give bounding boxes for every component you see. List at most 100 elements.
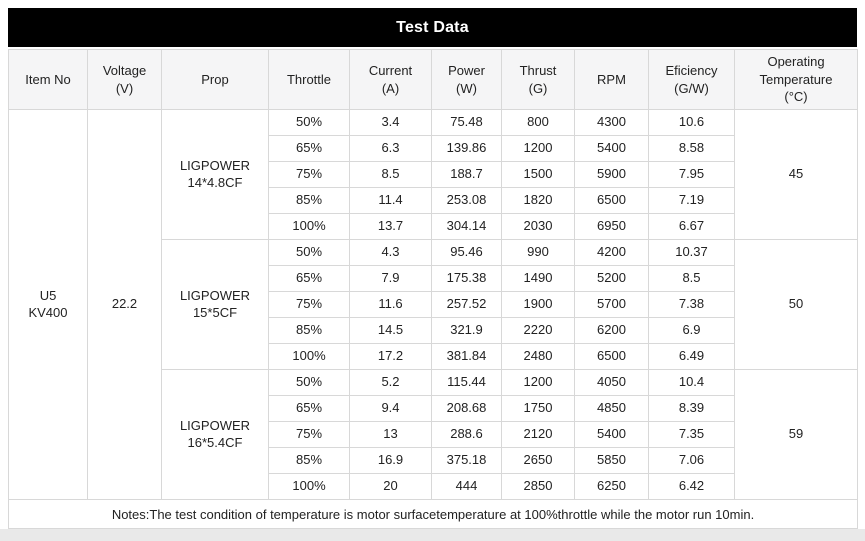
efficiency-cell: 6.67 [648, 213, 735, 240]
prop-cell: LIGPOWER 16*5.4CF [161, 369, 269, 500]
column-header-throttle: Throttle [268, 49, 350, 110]
data-row: 85% 11.4 253.08 1820 6500 7.19 [9, 187, 858, 214]
prop-cell: LIGPOWER 14*4.8CF [161, 109, 269, 240]
throttle-cell: 85% [268, 447, 350, 474]
throttle-cell: 100% [268, 343, 350, 370]
power-cell: 139.86 [431, 135, 502, 162]
current-cell: 8.5 [349, 161, 432, 188]
power-cell: 304.14 [431, 213, 502, 240]
throttle-cell: 75% [268, 421, 350, 448]
efficiency-cell: 7.19 [648, 187, 735, 214]
thrust-cell: 2650 [501, 447, 575, 474]
power-cell: 257.52 [431, 291, 502, 318]
throttle-cell: 75% [268, 291, 350, 318]
data-row: LIGPOWER 16*5.4CF 50% 5.2 115.44 1200 4050 10.… [9, 369, 858, 500]
thrust-cell: 1900 [501, 291, 575, 318]
thrust-cell: 1200 [501, 135, 575, 162]
power-cell: 288.6 [431, 421, 502, 448]
efficiency-cell: 8.58 [648, 135, 735, 162]
throttle-cell: 65% [268, 265, 350, 292]
page: Test Data Item No Voltage (V) Prop Throt… [0, 0, 865, 529]
thrust-cell: 2120 [501, 421, 575, 448]
current-cell: 11.4 [349, 187, 432, 214]
current-cell: 16.9 [349, 447, 432, 474]
power-cell: 115.44 [431, 369, 502, 396]
rpm-cell: 6500 [574, 343, 649, 370]
current-cell: 3.4 [349, 109, 432, 136]
current-cell: 13 [349, 421, 432, 448]
efficiency-cell: 7.38 [648, 291, 735, 318]
current-cell: 5.2 [349, 369, 432, 396]
data-row: 100% 17.2 381.84 2480 6500 6.49 [9, 343, 858, 370]
power-cell: 253.08 [431, 187, 502, 214]
power-cell: 188.7 [431, 161, 502, 188]
thrust-cell: 2030 [501, 213, 575, 240]
rpm-cell: 6200 [574, 317, 649, 344]
voltage-cell: 22.2 [87, 109, 162, 500]
data-row: 85% 16.9 375.18 2650 5850 7.06 [9, 447, 858, 474]
efficiency-cell: 10.37 [648, 239, 735, 266]
current-cell: 13.7 [349, 213, 432, 240]
thrust-cell: 2850 [501, 473, 575, 500]
column-header-operating-temperature: Operating Temperature (°C) [734, 49, 858, 110]
throttle-cell: 75% [268, 161, 350, 188]
column-header-voltage: Voltage (V) [87, 49, 162, 110]
rpm-cell: 6500 [574, 187, 649, 214]
rpm-cell: 5850 [574, 447, 649, 474]
power-cell: 95.46 [431, 239, 502, 266]
current-cell: 7.9 [349, 265, 432, 292]
efficiency-cell: 6.49 [648, 343, 735, 370]
efficiency-cell: 6.42 [648, 473, 735, 500]
current-cell: 14.5 [349, 317, 432, 344]
power-cell: 381.84 [431, 343, 502, 370]
power-cell: 75.48 [431, 109, 502, 136]
power-cell: 375.18 [431, 447, 502, 474]
data-row: 65% 9.4 208.68 1750 4850 8.39 [9, 395, 858, 422]
column-header-thrust: Thrust (G) [501, 49, 575, 110]
notes-row: Notes:The test condition of temperature … [8, 499, 858, 529]
data-row: LIGPOWER 15*5CF 50% 4.3 95.46 990 4200 10.37 50 [9, 239, 858, 370]
rpm-cell: 6950 [574, 213, 649, 240]
throttle-cell: 65% [268, 395, 350, 422]
temperature-cell: 45 [734, 109, 858, 240]
data-row: U5 KV400 22.2 LIGPOWER 14*4.8CF 50% 3.4 75.48… [8, 109, 858, 500]
throttle-cell: 85% [268, 187, 350, 214]
efficiency-cell: 7.35 [648, 421, 735, 448]
efficiency-cell: 6.9 [648, 317, 735, 344]
current-cell: 6.3 [349, 135, 432, 162]
rpm-cell: 5400 [574, 135, 649, 162]
header-row: Item No Voltage (V) Prop Throttle Curren… [8, 49, 858, 110]
data-row: 65% 7.9 175.38 1490 5200 8.5 [9, 265, 858, 292]
throttle-cell: 50% [268, 109, 350, 136]
rpm-cell: 5400 [574, 421, 649, 448]
thrust-cell: 990 [501, 239, 575, 266]
throttle-cell: 50% [268, 239, 350, 266]
rpm-cell: 6250 [574, 473, 649, 500]
data-row: 85% 14.5 321.9 2220 6200 6.9 [9, 317, 858, 344]
power-cell: 444 [431, 473, 502, 500]
column-header-rpm: RPM [574, 49, 649, 110]
temperature-cell: 50 [734, 239, 858, 370]
thrust-cell: 1500 [501, 161, 575, 188]
thrust-cell: 1750 [501, 395, 575, 422]
efficiency-cell: 7.95 [648, 161, 735, 188]
thrust-cell: 1820 [501, 187, 575, 214]
column-header-prop: Prop [161, 49, 269, 110]
thrust-cell: 2220 [501, 317, 575, 344]
data-row: 75% 8.5 188.7 1500 5900 7.95 [9, 161, 858, 188]
efficiency-cell: 8.39 [648, 395, 735, 422]
current-cell: 9.4 [349, 395, 432, 422]
test-data-table: Item No Voltage (V) Prop Throttle Curren… [8, 49, 858, 529]
table-title: Test Data [8, 8, 857, 47]
rpm-cell: 4300 [574, 109, 649, 136]
current-cell: 4.3 [349, 239, 432, 266]
current-cell: 20 [349, 473, 432, 500]
data-row: 100% 20 444 2850 6250 6.42 [9, 473, 858, 500]
thrust-cell: 1490 [501, 265, 575, 292]
current-cell: 17.2 [349, 343, 432, 370]
rpm-cell: 4200 [574, 239, 649, 266]
throttle-cell: 100% [268, 213, 350, 240]
power-cell: 321.9 [431, 317, 502, 344]
throttle-cell: 100% [268, 473, 350, 500]
data-row: 100% 13.7 304.14 2030 6950 6.67 [9, 213, 858, 240]
